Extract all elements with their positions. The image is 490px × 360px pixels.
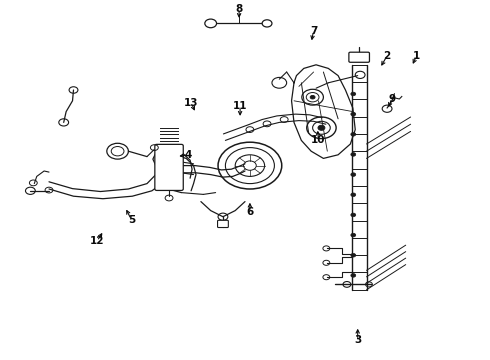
- Text: 4: 4: [185, 150, 193, 160]
- FancyBboxPatch shape: [155, 144, 183, 190]
- Text: 3: 3: [354, 335, 361, 345]
- Text: 6: 6: [246, 207, 253, 217]
- Circle shape: [318, 125, 325, 130]
- Circle shape: [351, 112, 356, 116]
- Text: 9: 9: [389, 94, 395, 104]
- Circle shape: [351, 233, 356, 237]
- Text: 1: 1: [413, 51, 420, 61]
- Text: 2: 2: [384, 51, 391, 61]
- Circle shape: [205, 19, 217, 28]
- Text: 12: 12: [90, 236, 104, 246]
- Circle shape: [262, 20, 272, 27]
- Circle shape: [351, 153, 356, 156]
- Text: 8: 8: [236, 4, 243, 14]
- Circle shape: [351, 213, 356, 217]
- Circle shape: [351, 92, 356, 96]
- Text: 11: 11: [233, 101, 247, 111]
- Text: 5: 5: [128, 215, 135, 225]
- Text: 13: 13: [184, 98, 198, 108]
- Circle shape: [310, 95, 315, 99]
- Circle shape: [351, 274, 356, 277]
- FancyBboxPatch shape: [218, 220, 228, 228]
- Text: 7: 7: [310, 26, 318, 36]
- Circle shape: [351, 132, 356, 136]
- Circle shape: [351, 173, 356, 176]
- Text: 10: 10: [311, 135, 326, 145]
- Circle shape: [351, 253, 356, 257]
- FancyBboxPatch shape: [349, 52, 369, 62]
- Circle shape: [351, 193, 356, 197]
